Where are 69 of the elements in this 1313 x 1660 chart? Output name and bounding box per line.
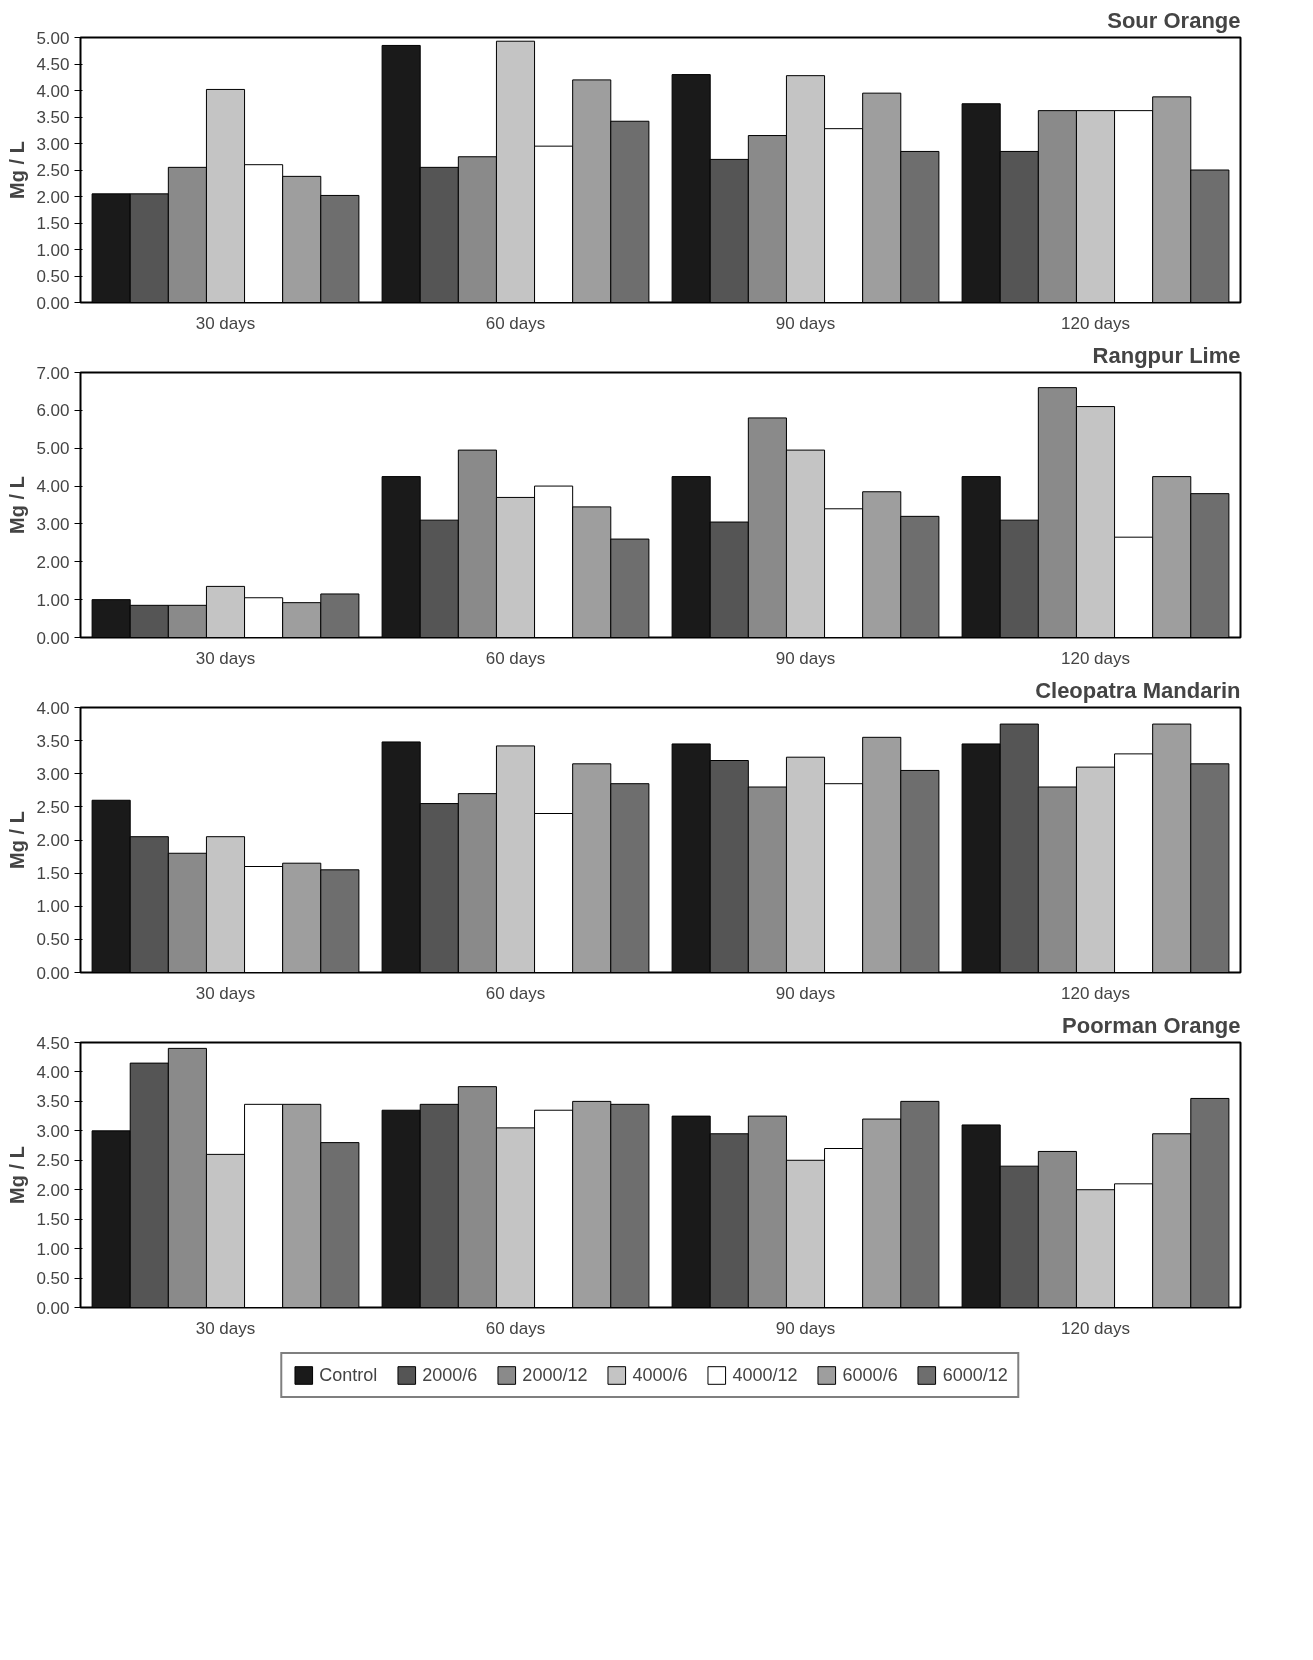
y-tick-label: 2.00 xyxy=(36,187,70,207)
x-tick-label: 120 days xyxy=(1061,313,1130,333)
y-tick-label: 4.00 xyxy=(36,698,70,718)
y-tick-label: 4.00 xyxy=(36,1062,70,1082)
legend-label: 6000/12 xyxy=(942,1364,1008,1386)
y-tick-label: 6.00 xyxy=(36,401,70,421)
y-tick-label: 0.00 xyxy=(36,963,70,983)
y-tick-label: 2.50 xyxy=(36,161,70,180)
y-tick-label: 2.00 xyxy=(36,552,70,572)
y-tick-label: 5.00 xyxy=(36,28,70,48)
y-axis-title: Mg / L xyxy=(6,1146,29,1204)
y-tick-label: 1.50 xyxy=(36,1210,70,1230)
legend-label: 2000/12 xyxy=(522,1364,588,1386)
chart-title: Sour Orange xyxy=(1107,7,1241,33)
y-tick-label: 2.00 xyxy=(36,831,70,850)
y-tick-label: 4.00 xyxy=(36,81,70,101)
legend-label: 2000/6 xyxy=(422,1364,478,1386)
x-tick-label: 60 days xyxy=(485,1318,546,1338)
x-tick-label: 90 days xyxy=(775,983,836,1003)
x-tick-label: 60 days xyxy=(485,313,546,333)
x-tick-label: 120 days xyxy=(1061,648,1130,668)
y-tick-label: 4.50 xyxy=(36,55,70,74)
y-tick-label: 3.00 xyxy=(36,764,70,784)
y-tick-label: 0.50 xyxy=(36,267,70,286)
x-tick-label: 90 days xyxy=(775,648,836,668)
chart-title: Rangpur Lime xyxy=(1092,342,1241,368)
y-tick-label: 5.00 xyxy=(36,439,70,459)
y-tick-label: 3.00 xyxy=(36,1121,70,1141)
y-tick-label: 7.00 xyxy=(36,363,70,383)
y-tick-label: 3.50 xyxy=(36,1092,70,1112)
x-tick-label: 30 days xyxy=(195,648,256,668)
y-tick-label: 1.50 xyxy=(36,214,70,233)
x-tick-label: 120 days xyxy=(1061,983,1130,1003)
y-tick-label: 2.50 xyxy=(36,1151,70,1171)
x-tick-label: 30 days xyxy=(195,1318,256,1338)
y-tick-label: 4.00 xyxy=(36,477,70,497)
x-tick-label: 90 days xyxy=(775,313,836,333)
chart-title: Poorman Orange xyxy=(1062,1012,1241,1038)
y-tick-label: 2.00 xyxy=(36,1180,70,1200)
x-tick-label: 90 days xyxy=(775,1318,836,1338)
x-tick-label: 30 days xyxy=(195,983,256,1003)
legend-label: Control xyxy=(319,1364,378,1386)
y-tick-label: 1.00 xyxy=(36,240,70,260)
y-tick-label: 0.00 xyxy=(36,293,70,313)
y-axis-title: Mg / L xyxy=(6,476,29,534)
y-tick-label: 0.50 xyxy=(36,1269,70,1289)
x-tick-label: 30 days xyxy=(195,313,256,333)
x-tick-label: 60 days xyxy=(485,983,546,1003)
y-tick-label: 1.50 xyxy=(36,864,70,884)
y-tick-label: 3.00 xyxy=(36,514,70,534)
y-tick-label: 3.50 xyxy=(36,731,70,751)
y-tick-label: 1.00 xyxy=(36,1239,70,1259)
y-tick-label: 0.00 xyxy=(36,1298,70,1318)
y-tick-label: 1.00 xyxy=(36,590,70,610)
legend-label: 6000/6 xyxy=(842,1364,898,1386)
y-tick-label: 3.50 xyxy=(36,108,70,127)
y-axis-title: Mg / L xyxy=(6,811,29,869)
y-tick-label: 2.50 xyxy=(36,797,70,817)
chart-title: Cleopatra Mandarin xyxy=(1035,677,1241,703)
y-tick-label: 3.00 xyxy=(36,134,70,154)
y-tick-label: 0.50 xyxy=(36,930,70,950)
legend-label: 4000/12 xyxy=(732,1364,798,1386)
y-tick-label: 4.50 xyxy=(36,1033,70,1053)
y-tick-label: 0.00 xyxy=(36,628,70,648)
x-tick-label: 60 days xyxy=(485,648,546,668)
legend-label: 4000/6 xyxy=(632,1364,688,1386)
y-tick-label: 1.00 xyxy=(36,897,70,917)
x-tick-label: 120 days xyxy=(1061,1318,1130,1338)
y-axis-title: Mg / L xyxy=(6,141,29,199)
